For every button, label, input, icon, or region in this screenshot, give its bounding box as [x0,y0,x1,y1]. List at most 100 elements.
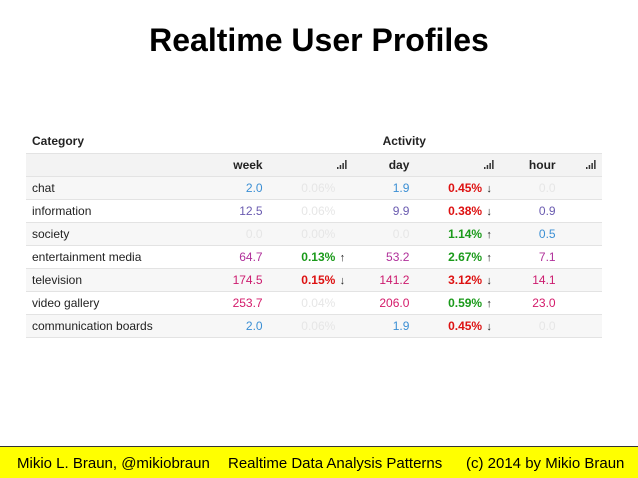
category-subheader-empty [26,153,207,177]
day-value-cell: 9.9 [353,199,415,222]
profiles-table-container: Category Activity week day hour chat 2.0 0… [26,130,602,338]
week-change-value: 0.15% [301,272,336,287]
table-row: television 174.5 0.15% ↓ 141.2 3.12% ↓ 14.1 [26,268,602,291]
hour-header[interactable]: hour [500,153,562,177]
hour-sort-header[interactable] [561,153,602,177]
footer-author: Mikio L. Braun, @mikiobraun [17,455,210,472]
week-value-cell-text: 2.0 [245,180,263,195]
category-cell: video gallery [26,291,207,314]
hour-value-cell: 0.5 [500,222,561,245]
activity-header: Activity [206,130,602,154]
day-value-cell: 1.9 [353,314,415,337]
week-value-cell: 12.5 [207,199,269,222]
bar-chart-icon[interactable] [337,158,347,172]
arrow-up-icon: ↑ [339,251,346,264]
hour-change-cell [562,176,602,199]
category-cell-text: society [32,226,70,241]
day-value-cell: 141.2 [353,268,415,291]
hour-value-cell-text: 0.5 [538,226,556,241]
week-change-value: 0.06% [301,203,336,218]
category-cell-text: video gallery [32,295,100,310]
hour-value-cell-text: 0.0 [538,318,556,333]
arrow-down-icon: ↓ [486,274,492,287]
week-value-cell-text: 2.0 [245,318,263,333]
hour-change-cell [562,245,602,268]
day-change-cell: 0.59% ↑ [415,291,500,314]
table-period-header-row: week day hour [26,153,602,177]
week-value-cell: 174.5 [207,268,269,291]
table-row: information 12.5 0.06% 9.9 0.38% ↓ 0.9 [26,199,602,222]
week-value-cell-text: 64.7 [239,249,263,264]
day-change-cell: 0.38% ↓ [415,199,500,222]
slide-title: Realtime User Profiles [149,22,489,58]
table-row: video gallery 253.7 0.04% 206.0 0.59% ↑ 23.0 [26,291,602,314]
week-value-cell-text: 253.7 [232,295,263,310]
day-value-cell-text: 9.9 [392,203,410,218]
hour-value-cell: 23.0 [500,291,561,314]
week-value-cell-text: 174.5 [232,272,263,287]
hour-change-cell [562,268,602,291]
category-cell: society [26,222,207,245]
day-change-cell: 0.45% ↓ [415,176,500,199]
arrow-down-icon: ↓ [486,205,492,218]
week-change-value: 0.00% [301,226,336,241]
week-value-cell: 2.0 [207,176,269,199]
bar-chart-icon[interactable] [484,158,494,172]
hour-change-cell [562,199,602,222]
hour-value-cell: 0.0 [500,314,561,337]
footer-talk-title: Realtime Data Analysis Patterns [228,455,443,472]
hour-value-cell: 0.0 [500,176,561,199]
day-change-cell: 2.67% ↑ [415,245,500,268]
category-cell-text: entertainment media [32,249,142,264]
hour-value-cell: 14.1 [500,268,561,291]
week-change-value: 0.06% [301,318,336,333]
week-value-cell: 64.7 [207,245,269,268]
hour-change-cell [562,314,602,337]
hour-change-cell [562,222,602,245]
hour-value-cell-text: 23.0 [532,295,556,310]
day-value-cell: 1.9 [353,176,415,199]
week-change-cell: 0.15% ↓ [269,268,354,291]
day-value-cell: 206.0 [353,291,415,314]
day-value-cell-text: 141.2 [379,272,410,287]
week-change-cell: 0.00% [269,222,354,245]
week-header[interactable]: week [206,153,269,177]
day-change-value: 3.12% [448,272,483,287]
table-row: communication boards 2.0 0.06% 1.9 0.45% ↓ 0.0 [26,314,602,337]
week-value-cell: 2.0 [207,314,269,337]
week-sort-header[interactable] [268,153,354,177]
hour-change-cell [562,291,602,314]
day-change-cell: 1.14% ↑ [415,222,500,245]
hour-value-cell-text: 0.0 [538,180,556,195]
hour-value-cell: 0.9 [500,199,561,222]
category-cell-text: chat [32,180,55,195]
day-value-cell: 0.0 [353,222,415,245]
day-sort-header[interactable] [415,153,501,177]
day-value-cell-text: 0.0 [392,226,410,241]
arrow-down-icon: ↓ [486,182,492,195]
arrow-up-icon: ↑ [486,228,492,241]
category-cell: entertainment media [26,245,207,268]
week-value-cell: 0.0 [207,222,269,245]
week-change-value: 0.06% [301,180,336,195]
table-row: entertainment media 64.7 0.13% ↑ 53.2 2.67% ↑ 7… [26,245,602,268]
day-change-value: 1.14% [448,226,483,241]
bar-chart-icon[interactable] [586,158,596,172]
arrow-up-icon: ↑ [486,297,492,310]
table-row: chat 2.0 0.06% 1.9 0.45% ↓ 0.0 [26,176,602,199]
table-row: society 0.0 0.00% 0.0 1.14% ↑ 0.5 [26,222,602,245]
day-change-cell: 0.45% ↓ [415,314,500,337]
day-change-value: 0.45% [448,318,483,333]
day-header[interactable]: day [353,153,416,177]
hour-value-cell: 7.1 [500,245,561,268]
day-change-value: 0.38% [448,203,483,218]
day-change-value: 0.59% [448,295,483,310]
category-cell: chat [26,176,207,199]
week-change-cell: 0.04% [269,291,354,314]
category-cell-text: television [32,272,83,287]
week-value-cell-text: 0.0 [245,226,263,241]
week-change-cell: 0.06% [269,314,354,337]
category-cell-text: communication boards [32,318,153,333]
table-group-header-row: Category Activity [26,130,602,154]
footer-copyright: (c) 2014 by Mikio Braun [466,455,625,472]
